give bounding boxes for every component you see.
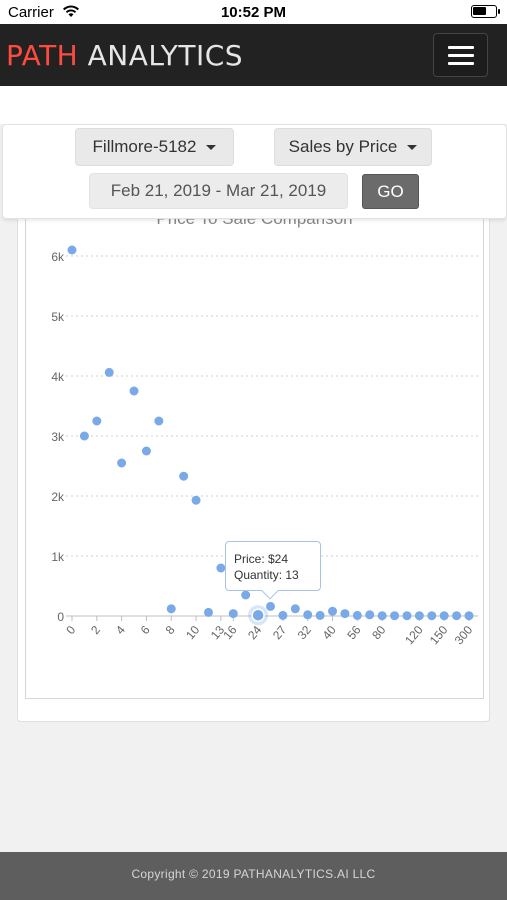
data-point[interactable] [414, 611, 424, 621]
x-tick-label: 4 [113, 623, 128, 637]
data-point-highlighted[interactable] [251, 608, 265, 622]
location-dropdown[interactable]: Fillmore-5182 [75, 128, 234, 166]
y-tick-label: 1k [51, 550, 65, 564]
data-point[interactable] [303, 610, 313, 620]
date-range-picker[interactable]: Feb 21, 2019 - Mar 21, 2019 [89, 173, 348, 209]
app-header: PATH ANALYTICS [0, 24, 507, 86]
data-point[interactable] [365, 610, 375, 620]
data-point[interactable] [104, 367, 114, 377]
data-point[interactable] [390, 611, 400, 621]
data-point[interactable] [290, 604, 300, 614]
report-type-dropdown-value: Sales by Price [288, 137, 398, 156]
caret-down-icon [206, 144, 217, 150]
data-point[interactable] [92, 416, 102, 426]
data-point[interactable] [203, 607, 213, 617]
data-point[interactable] [67, 245, 77, 255]
location-dropdown-value: Fillmore-5182 [92, 137, 197, 156]
tooltip-price: Price: $24 [234, 552, 289, 566]
tooltip-quantity: Quantity: 13 [234, 568, 299, 582]
data-point[interactable] [340, 609, 350, 619]
data-point[interactable] [179, 471, 189, 481]
data-point[interactable] [464, 611, 474, 621]
data-point[interactable] [129, 386, 139, 396]
hamburger-menu-icon[interactable] [433, 33, 488, 77]
brand-logo-part2: ANALYTICS [78, 39, 244, 72]
data-point[interactable] [452, 611, 462, 621]
battery-icon [471, 5, 500, 18]
header-spacer [0, 86, 507, 124]
x-tick-label: 120 [402, 623, 426, 648]
data-point[interactable] [191, 495, 201, 505]
x-tick-label: 56 [344, 623, 364, 642]
data-point[interactable] [427, 611, 437, 621]
report-type-dropdown[interactable]: Sales by Price [274, 128, 432, 166]
x-tick-label: 150 [427, 623, 451, 648]
go-button[interactable]: GO [362, 174, 419, 209]
x-tick-label: 40 [320, 623, 340, 642]
filter-panel: Fillmore-5182 Sales by Price Feb 21, 201… [2, 124, 507, 219]
x-tick-label: 8 [163, 623, 178, 637]
footer-copyright: Copyright © 2019 PATHANALYTICS.AI LLC [0, 852, 507, 900]
data-point[interactable] [278, 610, 288, 620]
data-point[interactable] [216, 563, 226, 573]
carrier-label: Carrier [8, 4, 54, 21]
data-point[interactable] [328, 606, 338, 616]
x-tick-label: 32 [295, 623, 315, 642]
y-tick-label: 3k [51, 430, 65, 444]
x-tick-label: 27 [270, 623, 290, 642]
data-point[interactable] [402, 611, 412, 621]
brand-logo[interactable]: PATH ANALYTICS [6, 39, 243, 72]
x-tick-label: 10 [183, 623, 203, 642]
data-point[interactable] [315, 610, 325, 620]
x-tick-label: 300 [452, 623, 476, 648]
x-tick-label: 16 [220, 623, 240, 642]
data-point[interactable] [79, 431, 89, 441]
data-point[interactable] [439, 611, 449, 621]
data-point[interactable] [117, 458, 127, 468]
data-point[interactable] [228, 609, 238, 619]
y-tick-label: 0 [57, 610, 64, 624]
chart-card: Price To Sale Comparison [17, 200, 490, 722]
x-tick-label: 0 [63, 623, 78, 637]
data-point[interactable] [352, 610, 362, 620]
data-point[interactable] [166, 604, 176, 614]
data-point[interactable] [141, 446, 151, 456]
brand-logo-part1: PATH [6, 39, 79, 72]
x-tick-label: 24 [245, 623, 265, 642]
x-tick-label: 6 [138, 623, 153, 637]
data-point[interactable] [266, 601, 275, 611]
x-tick-label: 2 [88, 623, 103, 637]
status-bar: Carrier 10:52 PM [0, 0, 507, 24]
data-point[interactable] [377, 611, 387, 621]
data-point[interactable] [154, 416, 164, 426]
y-tick-label: 4k [51, 370, 65, 384]
wifi-icon [63, 5, 79, 17]
x-tick-label: 80 [369, 623, 389, 642]
data-point[interactable] [241, 590, 251, 600]
chart-tooltip: Price: $24 Quantity: 13 [225, 541, 321, 591]
y-tick-label: 2k [51, 490, 65, 504]
y-tick-label: 5k [51, 310, 65, 324]
caret-down-icon [407, 144, 418, 150]
y-tick-label: 6k [51, 250, 65, 264]
clock-time: 10:52 PM [220, 4, 287, 21]
